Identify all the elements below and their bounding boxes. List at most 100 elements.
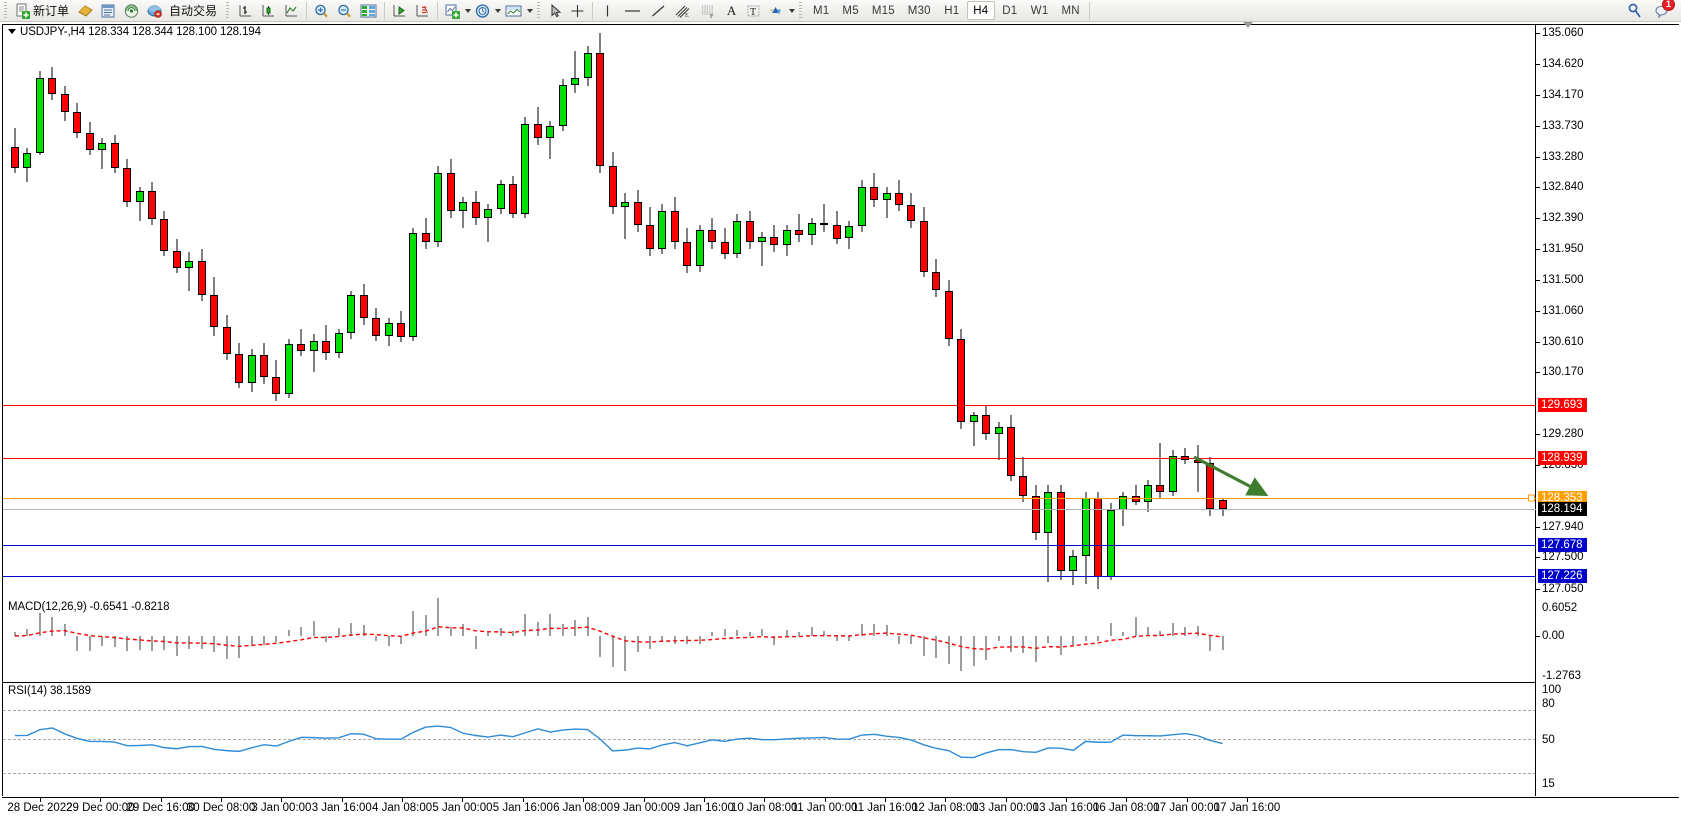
macd-bar [300,626,303,636]
candle-body [969,415,978,423]
fibonacci-button[interactable]: F [696,1,721,21]
text-label-button[interactable]: T [742,1,765,21]
price-axis[interactable]: 135.060 134.620 134.170 133.730 133.280 132.8… [1535,24,1679,796]
auto-scroll-button[interactable] [388,1,411,21]
templates-dropdown-caret[interactable] [527,8,534,13]
arrows-button[interactable] [765,1,788,21]
candle-wick [300,328,302,357]
symbol-collapse-icon[interactable] [8,29,16,34]
new-order-button[interactable]: 新订单 [12,1,74,21]
crosshair-button[interactable] [566,1,589,21]
candle-body [683,241,692,267]
horizontal-line-handle[interactable] [1528,494,1535,502]
bar-chart-button[interactable] [234,1,257,21]
bar-chart-icon [239,4,252,16]
indicators-dropdown-caret[interactable] [465,8,472,13]
timeframe-w1[interactable]: W1 [1030,4,1049,17]
timeframe-group: M1 M5 M15 M30 H1 H4 D1 W1 MN [807,1,1086,20]
horizontal-line[interactable] [3,509,1536,511]
notifications-button[interactable]: 1 [1653,0,1675,21]
horizontal-line[interactable] [3,576,1536,578]
candlestick [185,252,194,291]
search-button[interactable] [1623,1,1647,21]
cursor-button[interactable] [545,1,566,21]
macd-bar [350,622,353,636]
chart-shift-icon [360,4,377,17]
timeframe-m30[interactable]: M30 [907,4,931,17]
macd-bar [761,628,763,636]
arrows-dropdown-caret[interactable] [789,8,796,13]
macd-bar [524,614,527,636]
toolbar-grip[interactable] [2,2,9,19]
horizontal-line-button[interactable] [619,1,646,21]
candle-wick [886,186,887,218]
expert-advisor-button[interactable] [74,1,97,21]
toolbar-grip-4[interactable] [797,2,805,19]
text-button[interactable]: A [721,1,742,21]
toolbar-grip-2[interactable] [224,2,232,19]
macd-bar [1109,622,1112,636]
timeframe-m5[interactable]: M5 [842,4,859,17]
candle-wick [574,51,576,93]
candle-body [708,230,717,242]
candlestick [1069,550,1078,586]
candlestick [1193,445,1202,492]
indicators-button[interactable] [441,1,464,21]
chart-shift-end-button[interactable] [411,1,434,21]
macd-bar [723,629,726,636]
candlestick [894,179,903,211]
candlestick-chart-button[interactable] [257,1,280,21]
time-mark [160,798,162,802]
price-panel[interactable]: USDJPY-,H4 128.334 128.344 128.100 128.1… [3,25,1536,599]
timeframe-mn[interactable]: MN [1061,4,1080,17]
rsi-panel[interactable]: RSI(14) 38.1589 [3,684,1536,796]
toolbar-grip-3[interactable] [535,2,543,19]
horizontal-line[interactable] [3,457,1536,459]
macd-bar [860,624,863,636]
candle-body [521,124,530,215]
macd-bar [648,636,651,649]
zoom-in-button[interactable] [310,1,333,21]
candle-body [23,152,32,168]
autotrade-button[interactable]: 自动交易 [166,1,222,21]
period-button[interactable] [471,1,494,21]
candlestick [633,189,642,232]
timeframe-m15[interactable]: M15 [871,4,895,17]
candle-body [695,230,704,267]
candlestick [782,224,791,256]
vertical-line-button[interactable] [596,1,619,21]
horizontal-line[interactable] [3,545,1536,547]
timeframe-m1[interactable]: M1 [813,4,830,17]
horizontal-line[interactable] [3,405,1536,407]
line-chart-button[interactable] [280,1,303,21]
macd-bar [63,623,66,636]
candlestick [758,231,766,267]
timeframe-h4[interactable]: H4 [966,1,995,20]
candle-body [272,377,281,395]
trendline-button[interactable] [646,1,671,21]
time-axis[interactable]: 28 Dec 2022 29 Dec 00:00 29 Dec 16:00 30 De… [2,797,1679,823]
signals-button[interactable] [120,1,143,21]
candle-body [608,165,617,208]
candle-body [222,327,231,354]
autotrade-label: 自动交易 [169,3,218,18]
macd-bar [885,625,888,636]
macd-panel[interactable]: MACD(12,26,9) -0.6541 -0.8218 [3,598,1536,682]
macd-bar [375,636,378,641]
plot-area[interactable]: USDJPY-,H4 128.334 128.344 128.100 128.1… [2,24,1536,796]
equidistant-channel-button[interactable]: E [671,1,696,21]
time-tick: 28 Dec 2022 [7,802,73,814]
chart-grid-button[interactable] [356,1,381,21]
timeframe-h1[interactable]: H1 [944,4,960,17]
candlestick [347,290,356,340]
timeframe-d1[interactable]: D1 [1002,4,1018,17]
data-window-button[interactable] [97,1,120,21]
templates-button[interactable] [501,1,526,21]
market-button[interactable] [143,1,166,21]
zoom-out-button[interactable] [333,1,356,21]
candle-body [1069,556,1078,572]
time-tick: 5 Jan 16:00 [492,802,553,814]
period-dropdown-caret[interactable] [495,8,502,13]
candlestick [670,196,679,249]
horizontal-line[interactable] [3,498,1536,500]
